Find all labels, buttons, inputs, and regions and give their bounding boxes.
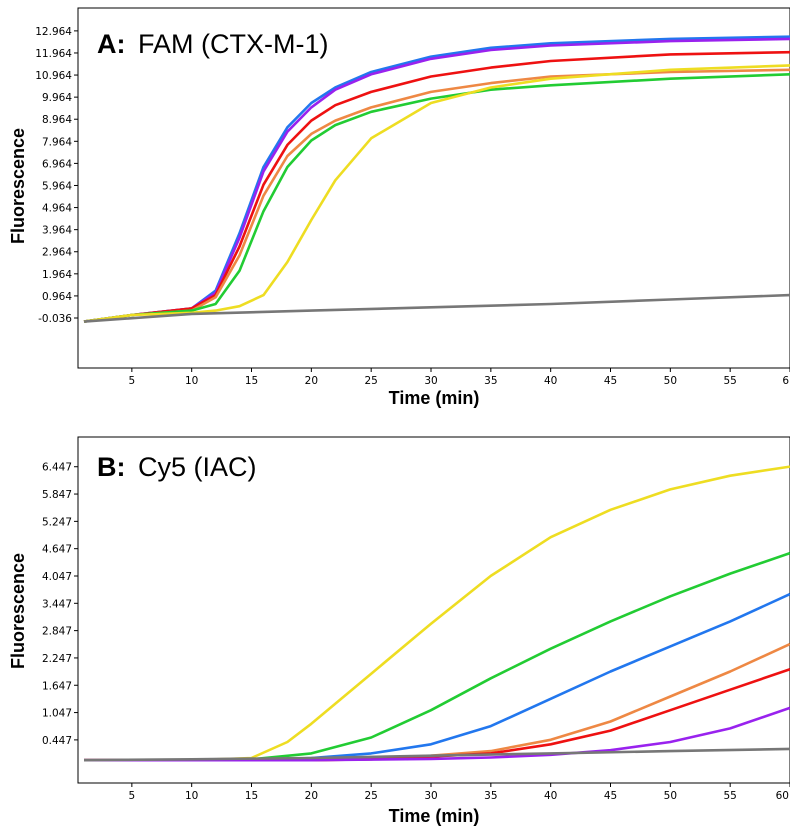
chart-a-ytick-label: 1.964 <box>42 269 72 281</box>
chart-a-series-line-5 <box>83 73 790 323</box>
chart-a-ytick-label: -0.036 <box>38 313 72 325</box>
chart-b-xlabel: Time (min) <box>389 806 480 826</box>
chart-b-ytick-label: 5.247 <box>42 516 72 528</box>
chart-a-yticks: 12.964 11.964 10.964 9.964 8.964 7.964 6.964 5.… <box>35 26 78 325</box>
chart-a-ytick-label: 11.964 <box>35 48 72 60</box>
chart-a-xtick-label: 50 <box>664 375 677 387</box>
chart-a-xtick-label: 20 <box>305 375 318 387</box>
chart-b-xtick-label: 40 <box>544 790 557 802</box>
chart-b-xticks: 5 10 15 20 25 30 35 40 45 50 55 60 <box>129 783 790 802</box>
chart-a-ytick-label: 3.964 <box>42 225 72 237</box>
chart-a-xtick-label: 25 <box>364 375 377 387</box>
chart-b-xtick-label: 55 <box>723 790 736 802</box>
chart-b-ytick-label: 2.247 <box>42 653 72 665</box>
chart-b-xtick-label: 15 <box>245 790 258 802</box>
chart-a-series-line-3 <box>83 50 790 323</box>
chart-a-ytick-label: 4.964 <box>42 203 72 215</box>
chart-b-ylabel: Fluorescence <box>8 553 28 669</box>
chart-a-ytick-label: 7.964 <box>42 136 72 148</box>
chart-a-series <box>83 35 790 323</box>
chart-a-ytick-label: 9.964 <box>42 92 72 104</box>
chart-b-series-line-7 <box>83 747 790 762</box>
chart-b-ytick-label: 1.047 <box>42 708 72 720</box>
chart-b-title: Cy5 (IAC) <box>138 452 257 482</box>
chart-a-ytick-label: 5.964 <box>42 180 72 192</box>
chart-b-series <box>83 465 790 762</box>
chart-a-ytick-label: 2.964 <box>42 247 72 259</box>
chart-b-ytick-label: 5.847 <box>42 489 72 501</box>
chart-a-xtick-label: 10 <box>185 375 198 387</box>
chart-b-ytick-label: 6.447 <box>42 462 72 474</box>
chart-b-series-line-6 <box>84 706 790 762</box>
chart-b-xtick-label: 35 <box>484 790 497 802</box>
chart-b-ytick-label: 3.447 <box>42 598 72 610</box>
chart-a-ylabel: Fluorescence <box>8 128 28 244</box>
chart-b-xtick-label: 30 <box>424 790 437 802</box>
chart-a-title: FAM (CTX-M-1) <box>138 29 328 59</box>
chart-a-xtick-label: 15 <box>245 375 258 387</box>
chart-b-xtick-label: 45 <box>604 790 617 802</box>
chart-a-xtick-label: 30 <box>424 375 437 387</box>
chart-b-xtick-label: 50 <box>664 790 677 802</box>
chart-a-xtick-label: 45 <box>604 375 617 387</box>
chart-b-title-bold: B: <box>97 452 126 482</box>
chart-b-ytick-label: 0.447 <box>42 735 72 747</box>
chart-a-series-line-7 <box>83 293 790 323</box>
chart-a-xtick-label: 5 <box>129 375 136 387</box>
chart-a-xlabel: Time (min) <box>389 388 480 408</box>
chart-b-xtick-label: 10 <box>185 790 198 802</box>
chart-b-xtick-label: 60 <box>776 790 789 802</box>
chart-a-xtick-label: 40 <box>544 375 557 387</box>
chart-b-xtick-label: 25 <box>364 790 377 802</box>
chart-b-ytick-label: 2.847 <box>42 626 72 638</box>
chart-a-xticks: 5 10 15 20 25 30 35 40 45 50 55 6 <box>129 368 790 387</box>
chart-a-title-bold: A: <box>97 29 126 59</box>
chart-a-xtick-label: 55 <box>723 375 736 387</box>
chart-a-ytick-label: 6.964 <box>42 158 72 170</box>
chart-b-plot-frame <box>77 436 790 784</box>
chart-b-ytick-label: 1.647 <box>42 680 72 692</box>
chart-a-ytick-label: 0.964 <box>42 291 72 303</box>
chart-b-ytick-label: 4.647 <box>42 544 72 556</box>
chart-b-yticks: 6.447 5.847 5.247 4.647 4.047 3.447 2.847 2.247… <box>42 462 78 747</box>
chart-b-ytick-label: 4.047 <box>42 571 72 583</box>
chart-a-series-line-6 <box>83 64 790 323</box>
chart-b-xtick-label: 20 <box>305 790 318 802</box>
chart-a-series-line-4 <box>83 68 790 323</box>
chart-a-xtick-label: 6 <box>782 375 789 387</box>
chart-b-xtick-label: 5 <box>129 790 136 802</box>
chart-a-ytick-label: 12.964 <box>35 26 72 38</box>
chart-a-xtick-label: 35 <box>484 375 497 387</box>
chart-a-ytick-label: 10.964 <box>35 70 72 82</box>
chart-a-ytick-label: 8.964 <box>42 114 72 126</box>
